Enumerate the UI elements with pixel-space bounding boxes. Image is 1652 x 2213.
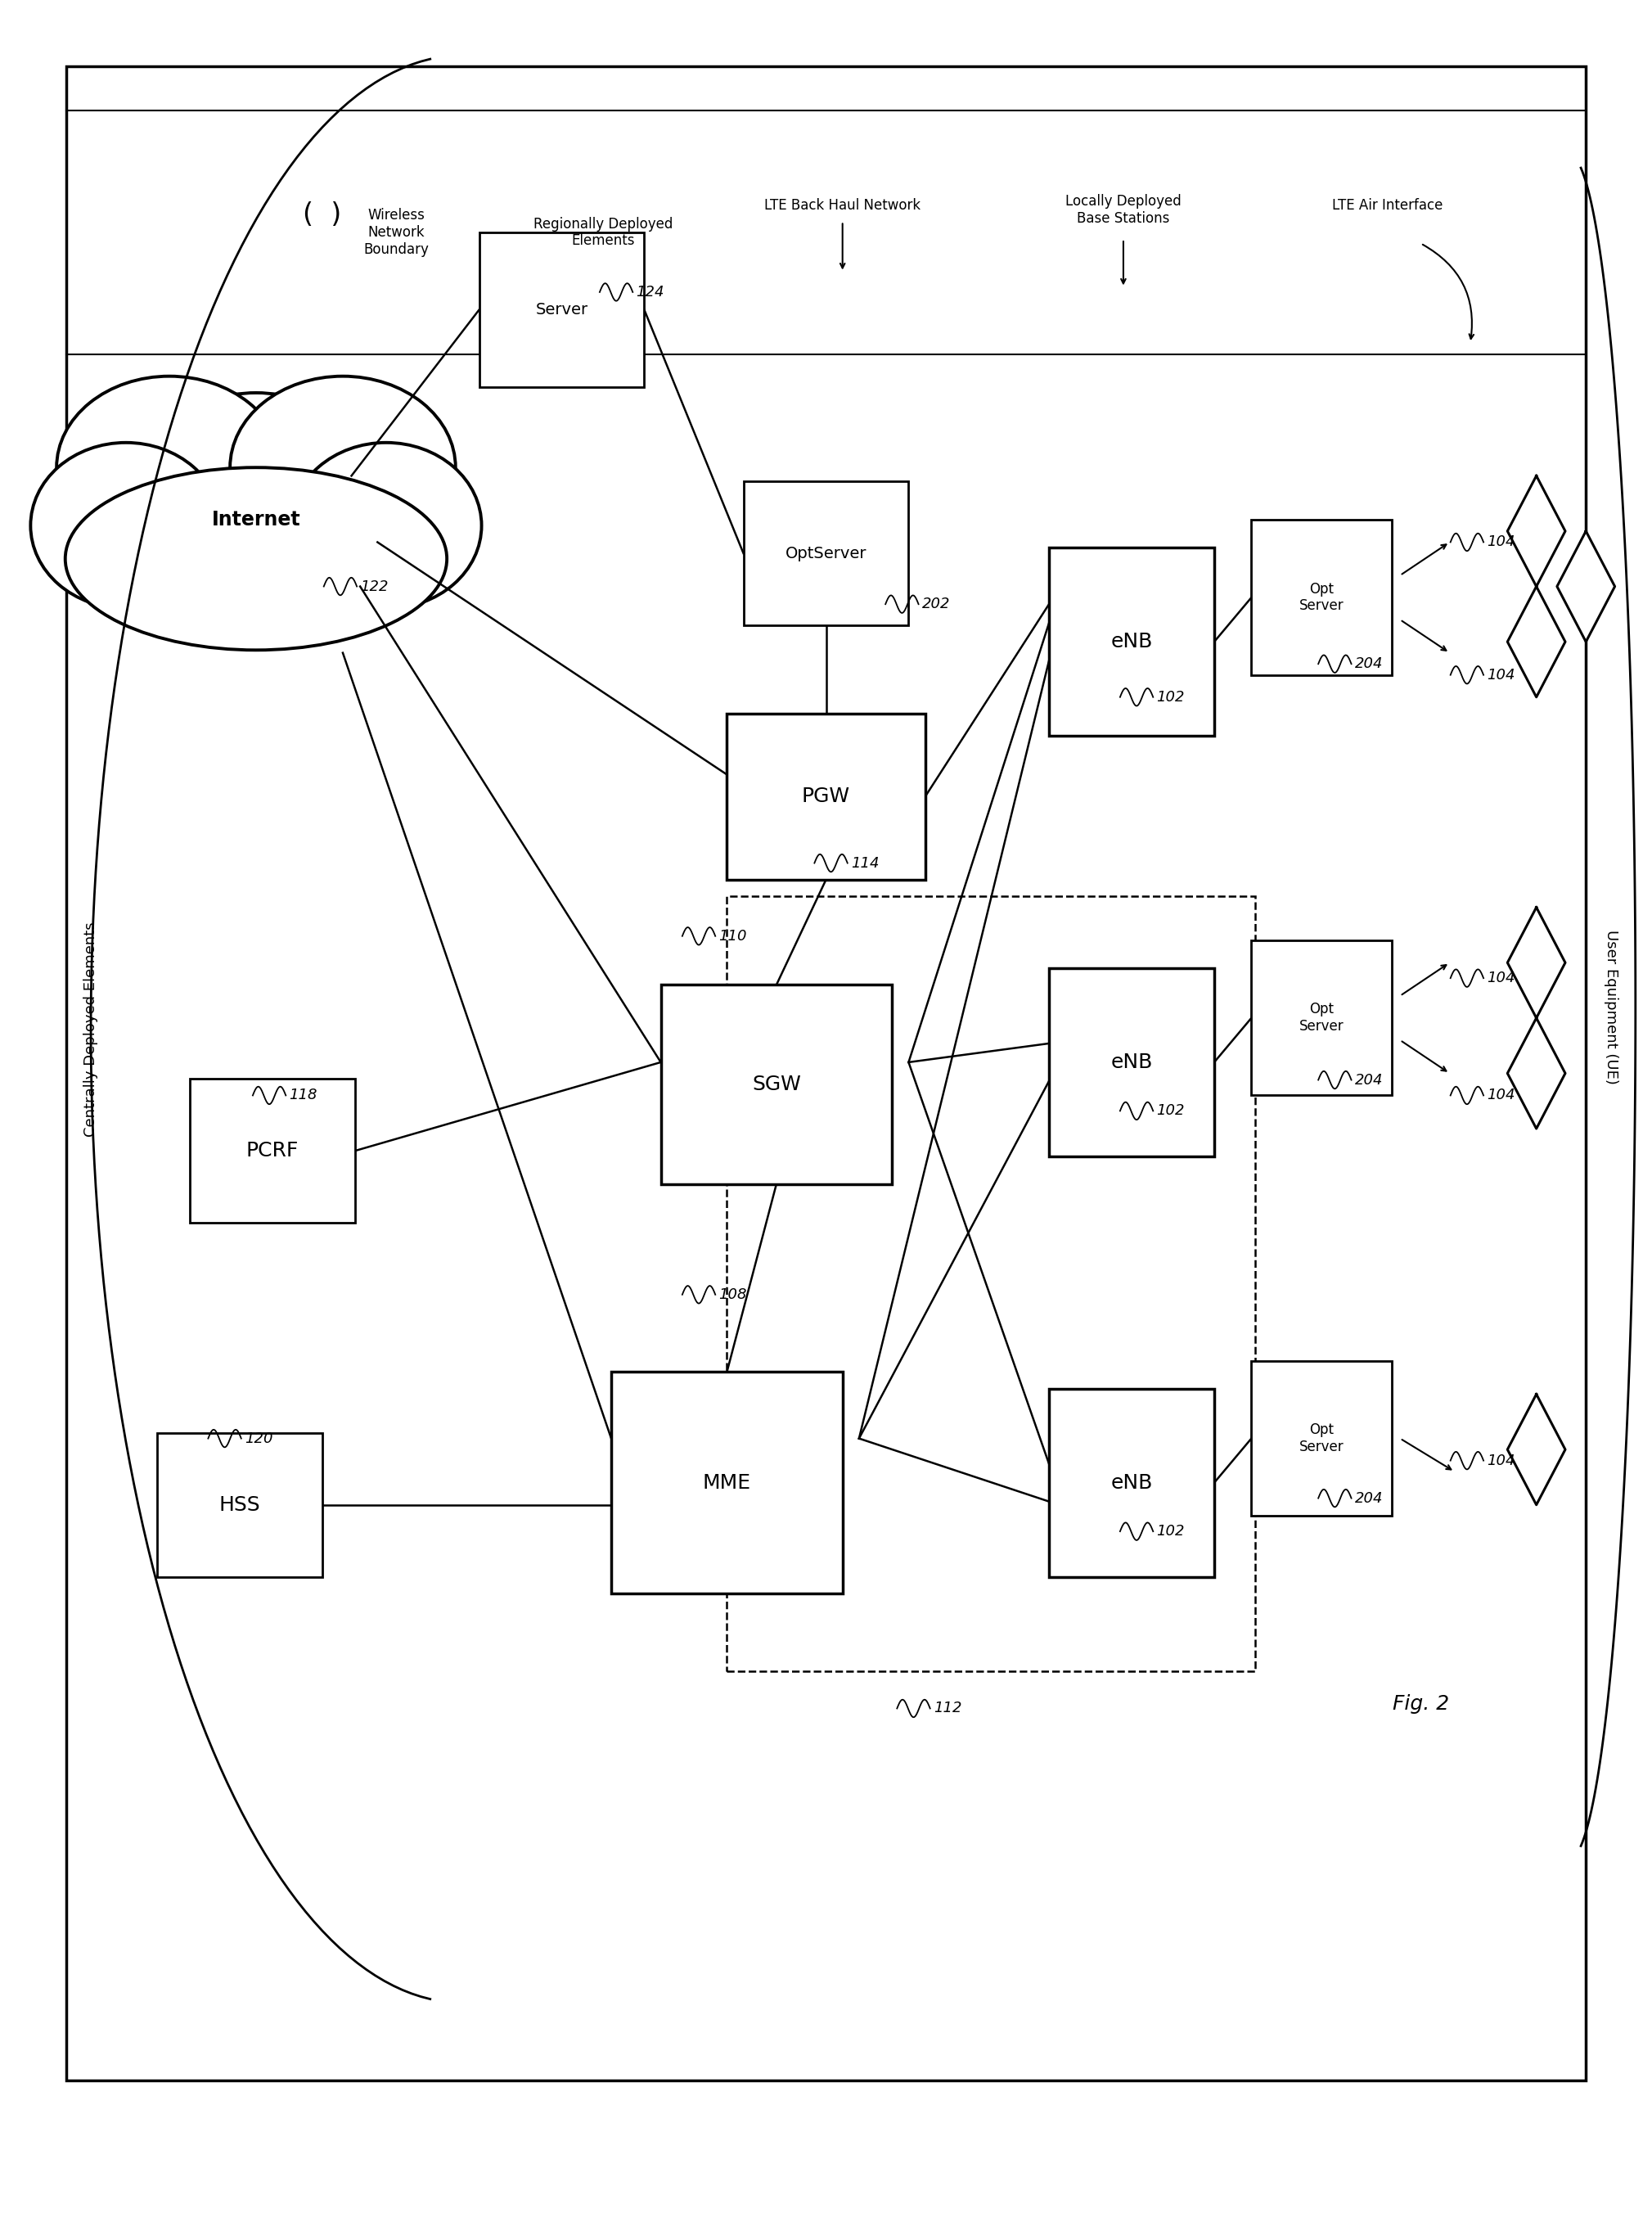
Text: 110: 110 <box>719 929 747 943</box>
Bar <box>1252 941 1393 1095</box>
Text: eNB: eNB <box>1110 1053 1153 1071</box>
Text: eNB: eNB <box>1110 633 1153 651</box>
Text: 204: 204 <box>1355 657 1383 671</box>
Text: Regionally Deployed
Elements: Regionally Deployed Elements <box>534 217 672 248</box>
Text: 112: 112 <box>933 1702 961 1715</box>
Text: 120: 120 <box>244 1432 273 1445</box>
Text: 124: 124 <box>636 285 664 299</box>
Bar <box>1252 520 1393 675</box>
Ellipse shape <box>230 376 456 558</box>
Text: 204: 204 <box>1355 1492 1383 1505</box>
Text: PGW: PGW <box>801 788 851 806</box>
Text: LTE Back Haul Network: LTE Back Haul Network <box>765 199 920 212</box>
Text: 118: 118 <box>289 1089 317 1102</box>
Ellipse shape <box>99 491 291 642</box>
Text: Wireless
Network
Boundary: Wireless Network Boundary <box>363 208 430 257</box>
Ellipse shape <box>291 443 482 609</box>
Polygon shape <box>1508 907 1566 1018</box>
Text: Locally Deployed
Base Stations: Locally Deployed Base Stations <box>1066 195 1181 226</box>
Text: MME: MME <box>702 1474 752 1492</box>
Bar <box>1252 1361 1393 1516</box>
Text: 114: 114 <box>851 856 879 870</box>
Polygon shape <box>1508 1394 1566 1505</box>
Text: Server: Server <box>535 301 588 319</box>
Text: LTE Air Interface: LTE Air Interface <box>1332 199 1444 212</box>
Ellipse shape <box>221 491 413 642</box>
Ellipse shape <box>56 376 282 558</box>
Bar <box>157 1434 322 1576</box>
Bar <box>1049 1390 1214 1576</box>
Bar <box>1049 969 1214 1155</box>
Text: PCRF: PCRF <box>246 1142 299 1160</box>
Text: 102: 102 <box>1156 1104 1184 1118</box>
Text: Fig. 2: Fig. 2 <box>1393 1695 1449 1713</box>
Text: eNB: eNB <box>1110 1474 1153 1492</box>
Text: Opt
Server: Opt Server <box>1298 582 1345 613</box>
Text: Opt
Server: Opt Server <box>1298 1423 1345 1454</box>
Polygon shape <box>1558 531 1614 642</box>
Text: 104: 104 <box>1487 1454 1515 1467</box>
Text: Centrally Deployed Elements: Centrally Deployed Elements <box>84 921 97 1137</box>
Bar <box>1049 549 1214 735</box>
Text: Opt
Server: Opt Server <box>1298 1002 1345 1033</box>
Ellipse shape <box>30 443 221 609</box>
Text: 102: 102 <box>1156 1525 1184 1538</box>
Polygon shape <box>1508 586 1566 697</box>
Text: 104: 104 <box>1487 536 1515 549</box>
Text: 204: 204 <box>1355 1073 1383 1087</box>
Text: (  ): ( ) <box>302 201 342 228</box>
Bar <box>479 232 644 387</box>
Text: 202: 202 <box>922 598 950 611</box>
Text: User Equipment (UE): User Equipment (UE) <box>1604 929 1617 1084</box>
Ellipse shape <box>135 392 377 609</box>
Ellipse shape <box>66 467 446 651</box>
Bar <box>727 713 925 879</box>
Text: 122: 122 <box>360 580 388 593</box>
Text: HSS: HSS <box>218 1496 261 1514</box>
Text: 102: 102 <box>1156 690 1184 704</box>
Text: OptServer: OptServer <box>785 544 867 562</box>
Bar <box>661 985 892 1184</box>
Text: SGW: SGW <box>752 1076 801 1093</box>
Bar <box>743 482 909 624</box>
Bar <box>190 1080 355 1222</box>
Text: 104: 104 <box>1487 972 1515 985</box>
Text: Internet: Internet <box>211 511 301 529</box>
Polygon shape <box>1508 476 1566 586</box>
Polygon shape <box>1508 1018 1566 1129</box>
Bar <box>727 896 1256 1671</box>
Bar <box>611 1372 843 1593</box>
Text: 104: 104 <box>1487 668 1515 682</box>
Text: 108: 108 <box>719 1288 747 1301</box>
Text: 104: 104 <box>1487 1089 1515 1102</box>
